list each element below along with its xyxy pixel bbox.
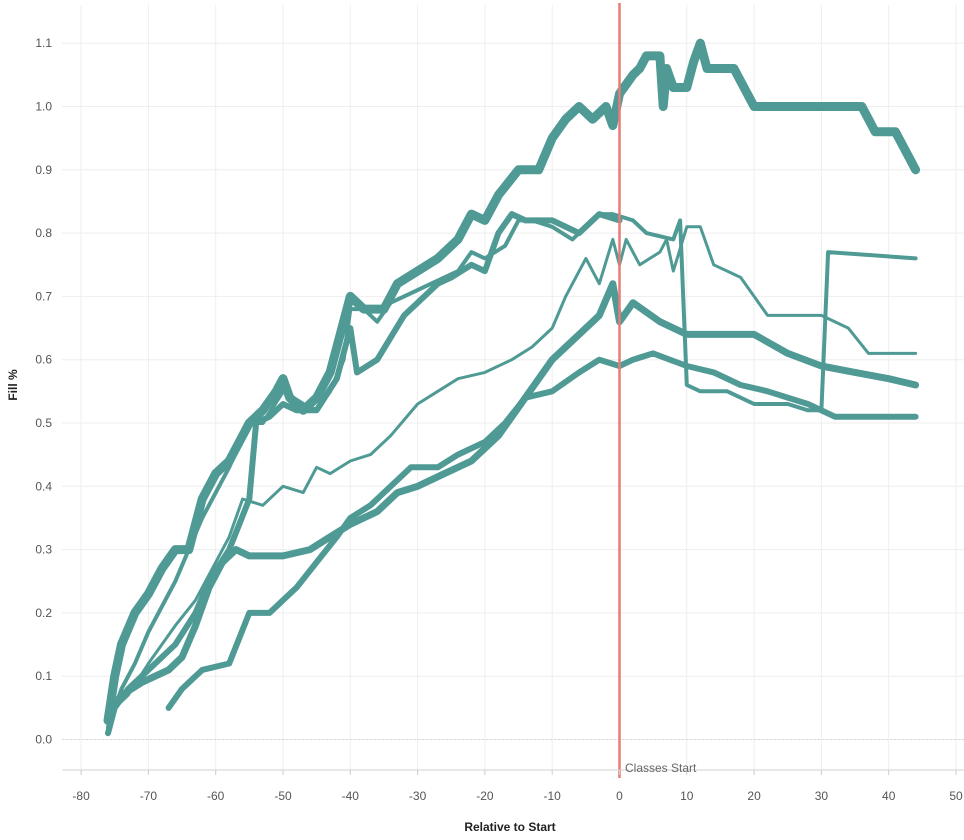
x-tick-label: 20	[747, 789, 761, 803]
series-line-3	[105, 211, 623, 737]
y-tick-label: 0.5	[35, 416, 52, 430]
x-tick-label: -20	[476, 789, 494, 803]
y-tick-label: 0.2	[35, 606, 52, 620]
y-tick-label: 0.6	[35, 353, 52, 367]
x-tick-label: -80	[72, 789, 90, 803]
reference-line-label: Classes Start	[625, 761, 697, 775]
y-tick-label: 0.8	[35, 226, 52, 240]
x-tick-label: 40	[882, 789, 896, 803]
y-tick-label: 0.3	[35, 543, 52, 557]
x-axis-title: Relative to Start	[464, 820, 555, 834]
x-tick-label: 30	[815, 789, 829, 803]
y-tick-label: 0.4	[35, 479, 52, 493]
y-tick-label: 0.1	[35, 669, 52, 683]
y-tick-label: 1.1	[35, 36, 52, 50]
series-line-5	[104, 280, 920, 718]
x-tick-label: -30	[409, 789, 427, 803]
y-tick-label: 1.0	[35, 100, 52, 114]
x-tick-label: -60	[207, 789, 225, 803]
x-tick-label: -10	[544, 789, 562, 803]
y-axis-title: Fill %	[6, 369, 20, 401]
x-tick-label: 50	[949, 789, 963, 803]
series-line-2	[106, 212, 918, 729]
y-tick-label: 0.0	[35, 733, 52, 747]
axes: 0.0 0.1 0.2 0.3 0.4 0.5 0.6 0.7 0.8 0.9 1.0 1.1 -80 -…	[35, 36, 964, 803]
x-tick-label: 0	[616, 789, 623, 803]
series-line-4	[106, 225, 918, 716]
x-tick-label: -70	[140, 789, 158, 803]
series-line-1	[103, 38, 921, 725]
grid	[62, 5, 964, 770]
x-tick-label: -50	[274, 789, 292, 803]
x-tick-label: -40	[342, 789, 360, 803]
y-tick-label: 0.7	[35, 289, 52, 303]
x-tick-label: 10	[680, 789, 694, 803]
series-group	[103, 38, 921, 737]
series-line-6	[165, 350, 919, 711]
y-tick-label: 0.9	[35, 163, 52, 177]
